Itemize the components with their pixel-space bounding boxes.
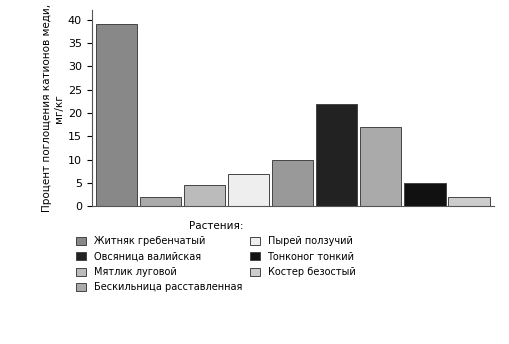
Bar <box>96 24 137 206</box>
Y-axis label: Процент поглощения катионов меди,
мг/кг: Процент поглощения катионов меди, мг/кг <box>42 4 64 213</box>
Bar <box>184 185 225 206</box>
Legend: Житняк гребенчатый, Овсяница валийская, Мятлик луговой, Бескильница расставленна: Житняк гребенчатый, Овсяница валийская, … <box>76 221 355 292</box>
Bar <box>228 174 269 206</box>
Bar <box>448 197 490 206</box>
Bar <box>316 104 357 206</box>
Bar <box>404 183 445 206</box>
Bar <box>272 160 314 206</box>
Bar <box>360 127 402 206</box>
Bar <box>140 197 181 206</box>
